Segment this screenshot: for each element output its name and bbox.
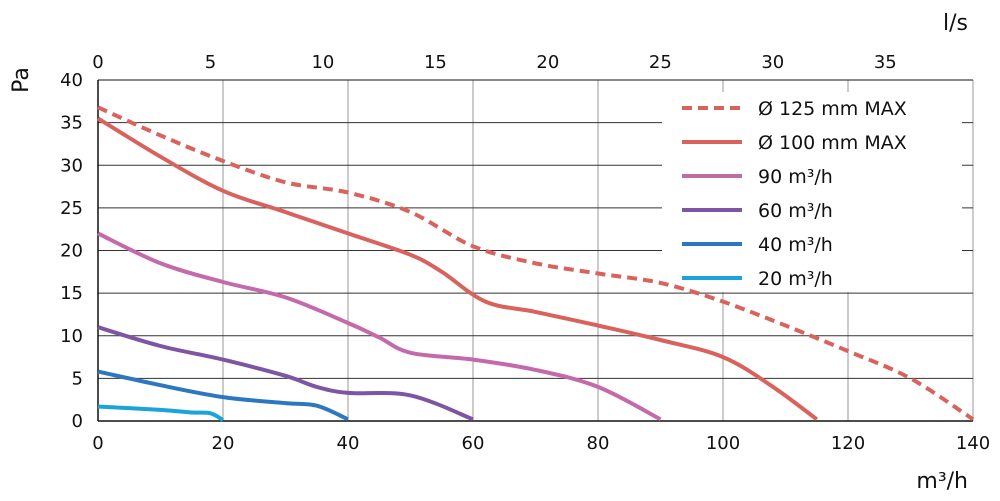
legend-background <box>662 92 962 292</box>
y-tick-label: 0 <box>72 411 83 432</box>
x-axis-title: m³/h <box>916 469 968 494</box>
y-tick-label: 25 <box>60 198 83 219</box>
y-tick-label: 30 <box>60 155 83 176</box>
legend-label-2: Ø 100 mm MAX <box>758 132 907 154</box>
legend-label-3: 90 m³/h <box>758 166 833 188</box>
x2-tick-label: 0 <box>92 52 103 73</box>
x2-axis-title: l/s <box>943 11 968 36</box>
y-tick-label: 35 <box>60 113 83 134</box>
x-tick-label: 0 <box>92 433 103 454</box>
x2-tick-label: 35 <box>874 52 897 73</box>
tick-labels: 0 5 10 15 20 25 30 35 40 0 20 40 60 80 100 120 140 0 5 10 15… <box>60 52 990 454</box>
legend-label-5: 40 m³/h <box>758 234 833 256</box>
y-tick-label: 5 <box>72 368 83 389</box>
legend-label-1: Ø 125 mm MAX <box>758 98 907 120</box>
x-tick-label: 140 <box>956 433 990 454</box>
x-tick-label: 40 <box>337 433 360 454</box>
series-line-1 <box>97 105 975 421</box>
x2-tick-label: 10 <box>311 52 334 73</box>
y-tick-label: 15 <box>60 283 83 304</box>
legend-label-6: 20 m³/h <box>758 268 833 290</box>
legend: Ø 125 mm MAX Ø 100 mm MAX 90 m³/h 60 m³/h 40… <box>682 98 907 290</box>
y-tick-label: 20 <box>60 241 83 262</box>
series-line-4 <box>97 325 474 422</box>
x-tick-label: 80 <box>587 433 610 454</box>
x-tick-label: 120 <box>831 433 865 454</box>
x2-tick-label: 20 <box>536 52 559 73</box>
x-tick-label: 100 <box>706 433 740 454</box>
grid <box>97 79 974 422</box>
x2-tick-label: 30 <box>761 52 784 73</box>
y-axis-title: Pa <box>9 67 34 93</box>
y-tick-label: 10 <box>60 326 83 347</box>
x2-tick-label: 5 <box>205 52 216 73</box>
series-lines <box>96 105 975 422</box>
series-line-3 <box>97 231 662 422</box>
x2-tick-label: 25 <box>649 52 672 73</box>
series-line-5 <box>97 369 349 422</box>
x-tick-label: 60 <box>462 433 485 454</box>
y-tick-label: 40 <box>60 70 83 91</box>
series-line-2 <box>96 116 818 421</box>
x-tick-label: 20 <box>212 433 235 454</box>
legend-label-4: 60 m³/h <box>758 200 833 222</box>
series-line-6 <box>97 404 225 422</box>
x2-tick-label: 15 <box>424 52 447 73</box>
